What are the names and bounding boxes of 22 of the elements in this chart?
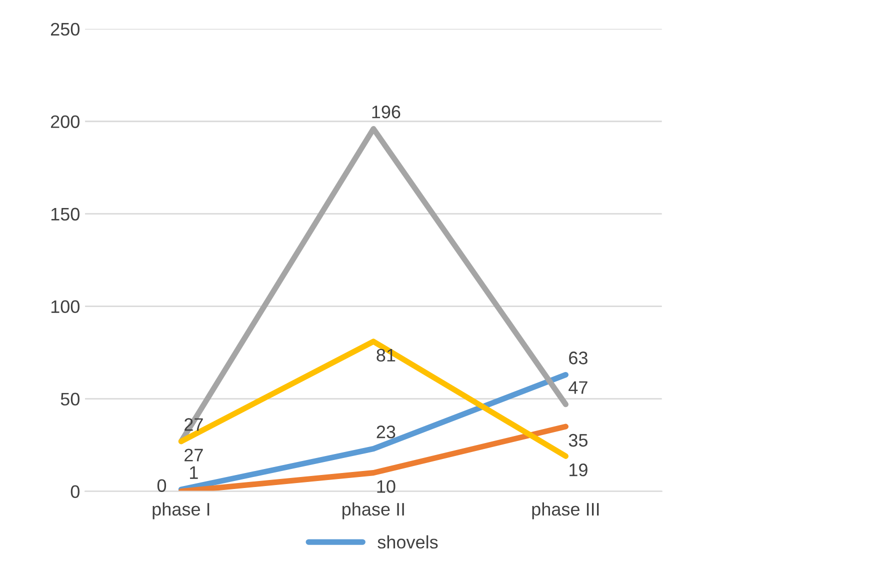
data-label: 19 bbox=[570, 463, 588, 476]
legend-label: shovels bbox=[378, 535, 438, 549]
data-label: 27 bbox=[184, 448, 203, 462]
data-label: 0 bbox=[157, 479, 166, 492]
data-label: 35 bbox=[568, 434, 588, 447]
y-tick-label: 150 bbox=[51, 208, 80, 221]
data-label: 10 bbox=[377, 480, 396, 493]
y-tick-label: 50 bbox=[60, 392, 80, 406]
y-tick-label: 0 bbox=[70, 485, 80, 498]
y-tick-label: 250 bbox=[50, 22, 80, 36]
data-label: 23 bbox=[376, 426, 396, 438]
data-label: 1 bbox=[190, 466, 198, 479]
y-tick-label: 100 bbox=[51, 300, 80, 314]
y-tick-label: 200 bbox=[50, 115, 80, 128]
data-label: 47 bbox=[568, 381, 588, 394]
x-tick-label: phase II bbox=[342, 502, 404, 520]
x-tick-label: phase I bbox=[152, 502, 210, 520]
data-label: 63 bbox=[569, 352, 588, 364]
data-label: 81 bbox=[376, 348, 396, 362]
x-tick-label: phase III bbox=[532, 502, 599, 520]
data-label: 196 bbox=[372, 106, 400, 118]
data-label: 27 bbox=[184, 418, 203, 431]
